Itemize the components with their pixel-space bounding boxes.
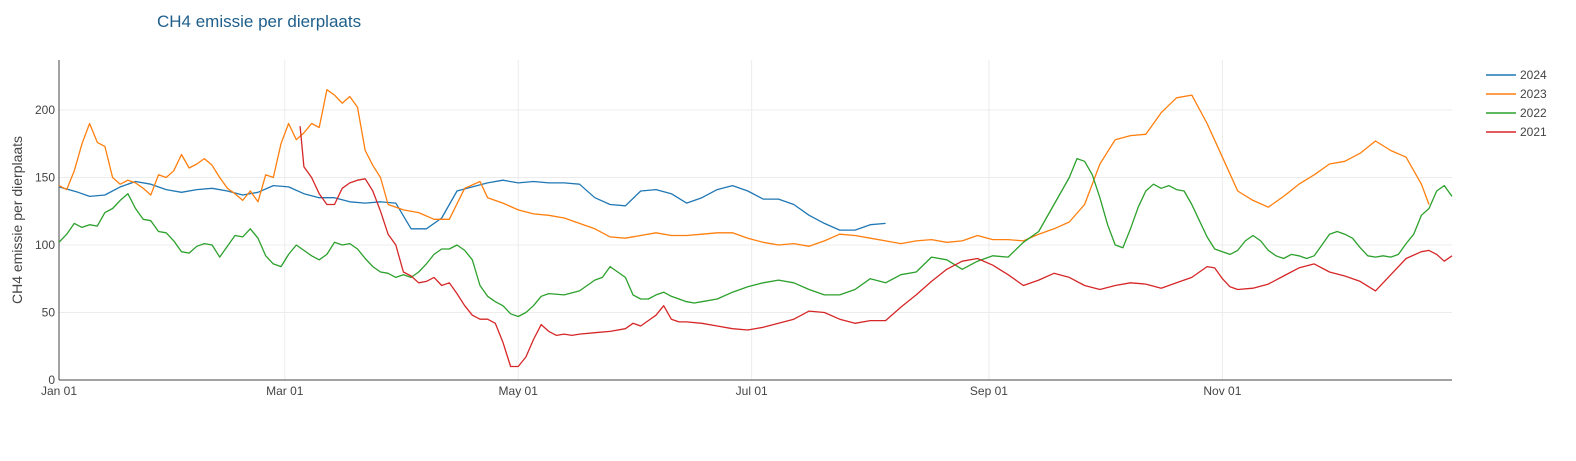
x-tick-label: Nov 01 <box>1203 384 1241 398</box>
series-line-2023 <box>58 89 1430 247</box>
legend-item-2024[interactable]: 2024 <box>1486 68 1547 82</box>
x-tick-label: Sep 01 <box>970 384 1008 398</box>
x-tick-label: Jan 01 <box>41 384 77 398</box>
y-tick-label: 150 <box>35 170 55 184</box>
chart-title: CH4 emissie per dierplaats <box>157 12 362 31</box>
legend-label: 2022 <box>1520 106 1547 120</box>
legend-label: 2021 <box>1520 125 1547 139</box>
series-line-2022 <box>58 157 1453 318</box>
y-tick-label: 0 <box>48 373 55 387</box>
legend-label: 2024 <box>1520 68 1547 82</box>
y-tick-label: 200 <box>35 103 55 117</box>
legend-label: 2023 <box>1520 87 1547 101</box>
y-tick-label: 100 <box>35 238 55 252</box>
tick-labels: 0 50 100 150 200 Jan 01 Mar 01 May 01 Jul 01 Sep … <box>35 103 1242 398</box>
grid-layer <box>59 60 1452 380</box>
legend[interactable]: 2024 2023 2022 2021 <box>1486 68 1547 139</box>
x-tick-label: May 01 <box>499 384 539 398</box>
axes-layer <box>58 60 1452 381</box>
legend-item-2023[interactable]: 2023 <box>1486 87 1547 101</box>
legend-item-2021[interactable]: 2021 <box>1486 125 1547 139</box>
series-layer <box>58 89 1453 368</box>
series-line-2024 <box>58 179 886 231</box>
legend-item-2022[interactable]: 2022 <box>1486 106 1547 120</box>
series-line-2021 <box>299 126 1453 368</box>
y-axis-title: CH4 emissie per dierplaats <box>9 136 25 304</box>
x-tick-label: Jul 01 <box>736 384 768 398</box>
x-tick-label: Mar 01 <box>266 384 304 398</box>
y-tick-label: 50 <box>42 305 56 319</box>
